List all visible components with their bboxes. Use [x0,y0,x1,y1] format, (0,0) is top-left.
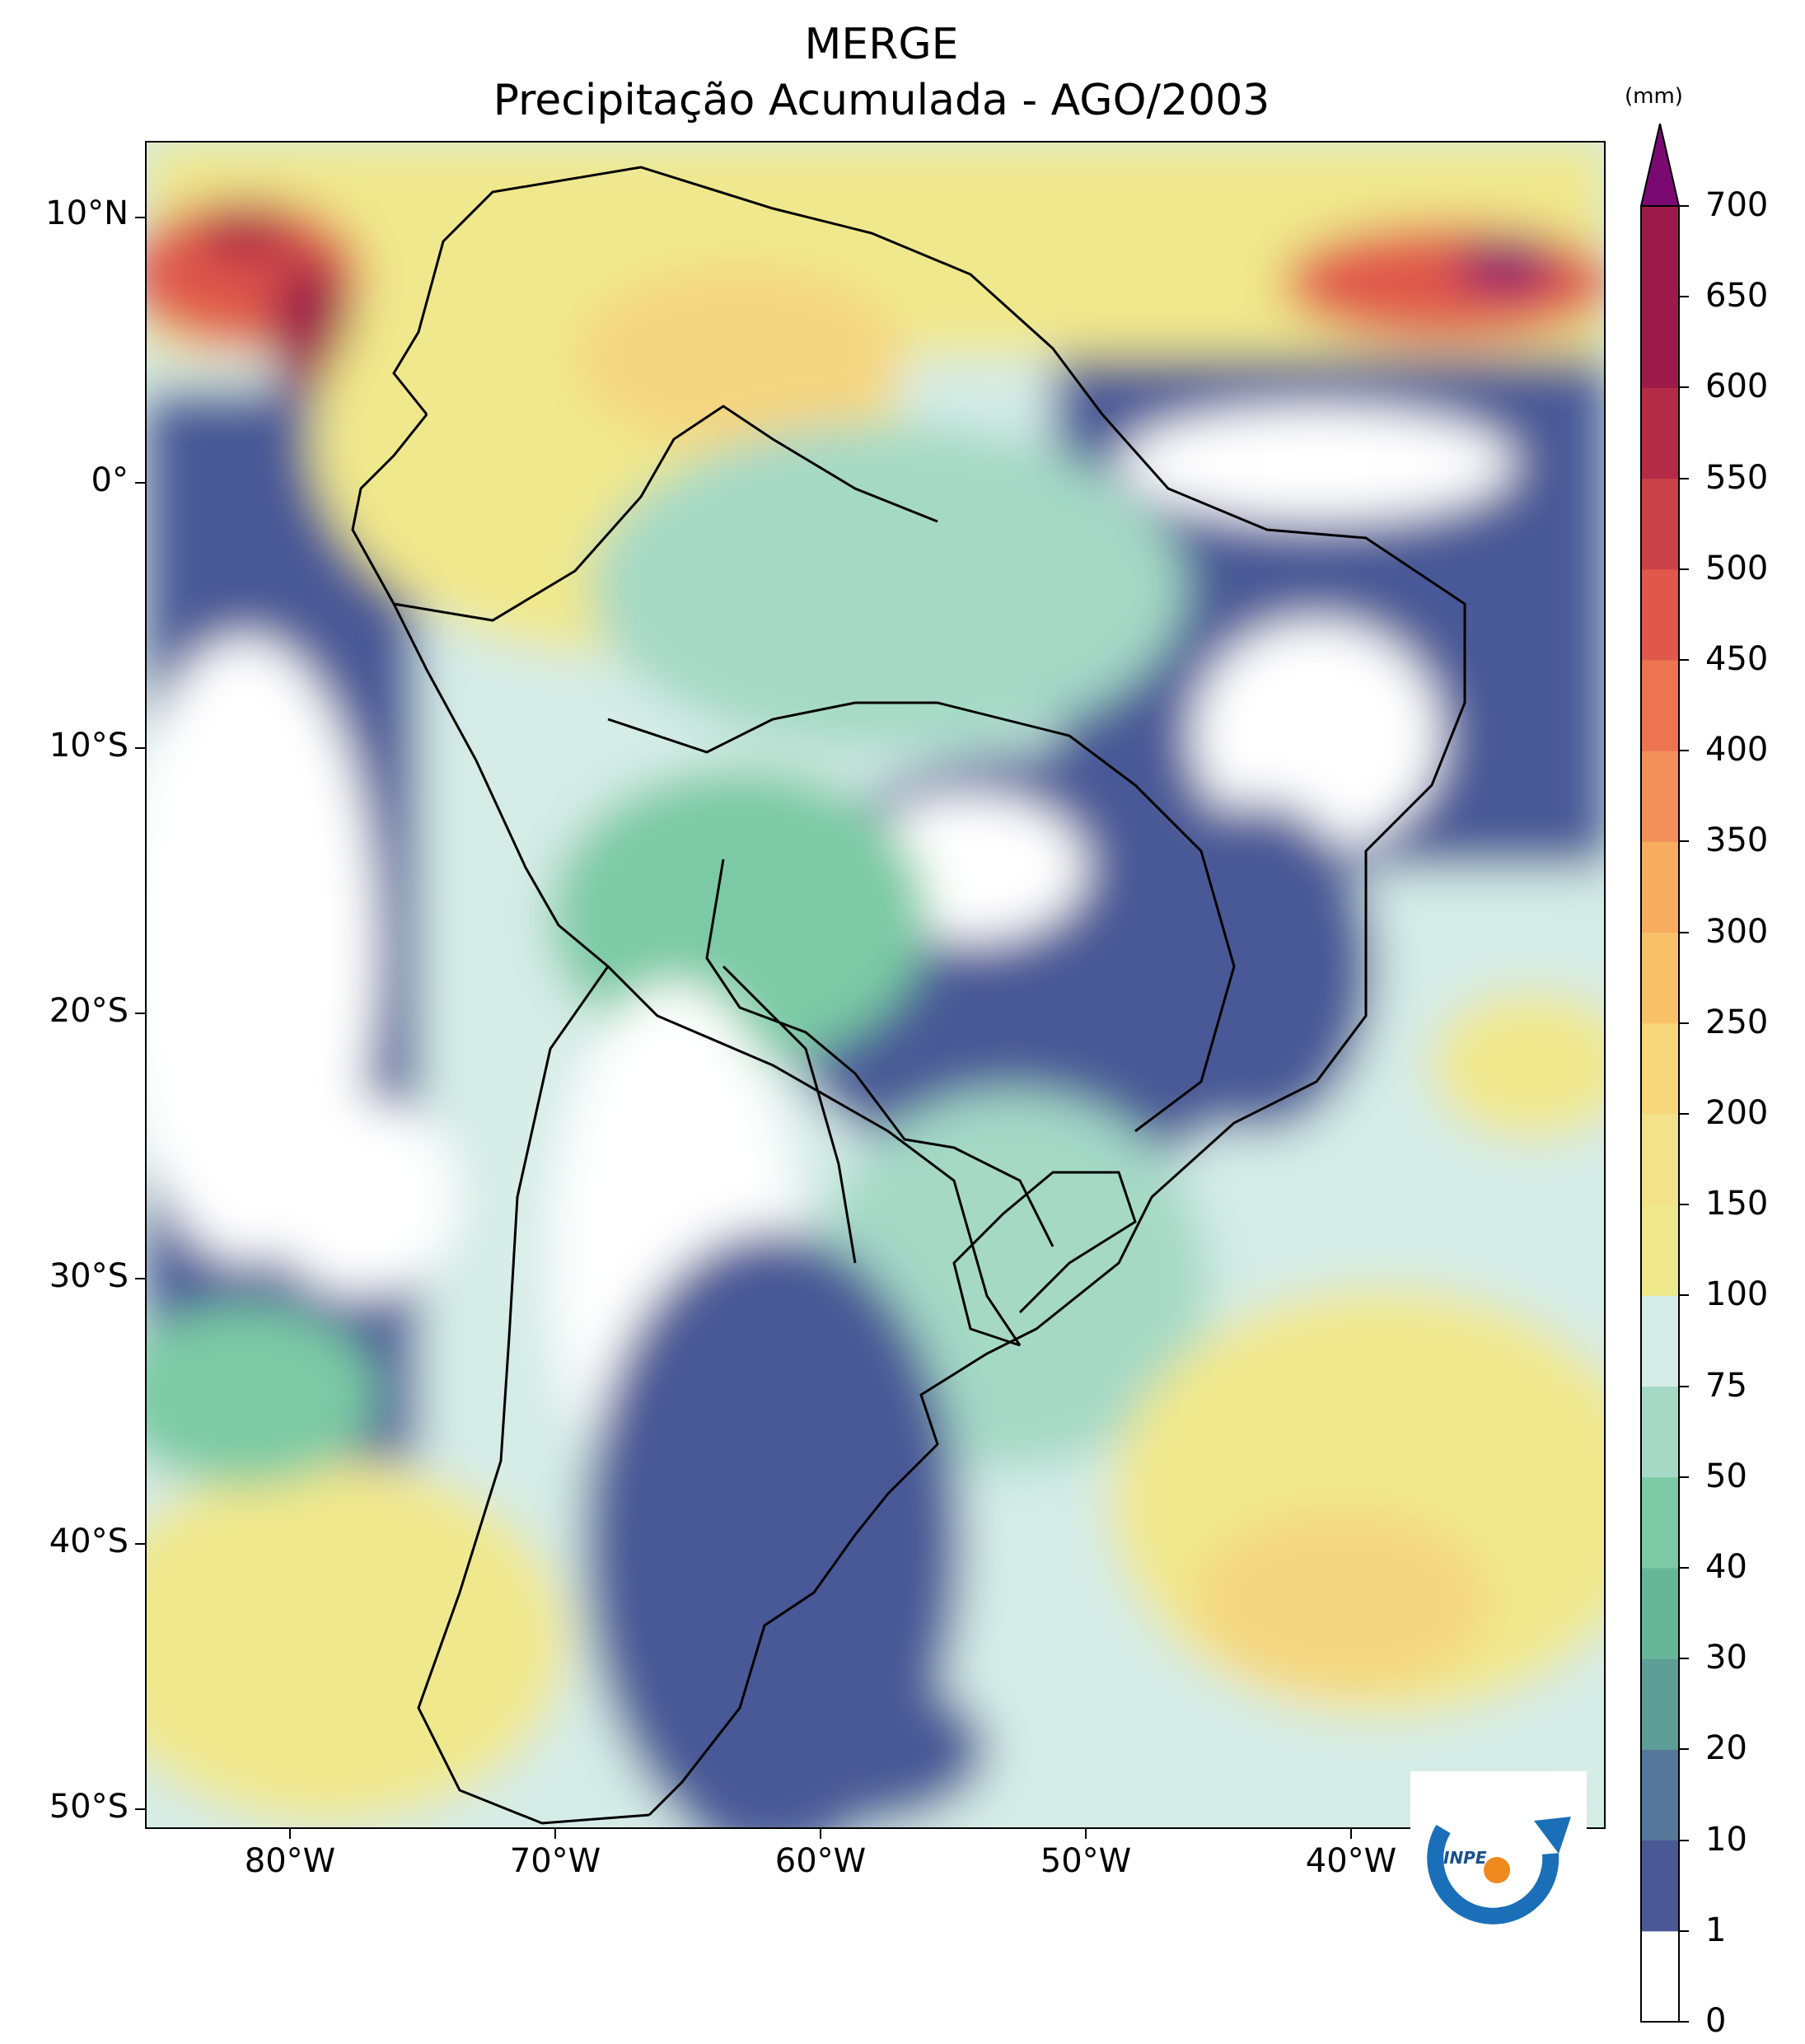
colorbar-label: 250 [1705,1003,1769,1041]
colorbar-segment [1641,1930,1679,2023]
colorbar-label: 400 [1705,731,1769,769]
lon-tick [1350,1829,1352,1839]
lat-tick [135,217,145,218]
colorbar-label: 75 [1705,1366,1747,1405]
colorbar-segment [1641,387,1679,479]
colorbar-tick [1679,568,1689,570]
colorbar-label: 20 [1705,1729,1747,1768]
colorbar-tick [1679,1567,1689,1569]
colorbar-tick [1679,1294,1689,1297]
colorbar-segment [1641,660,1679,751]
svg-text:INPE: INPE [1443,1848,1487,1868]
lat-label: 0° [91,461,129,499]
lat-label: 20°S [49,992,129,1030]
colorbar-segment [1641,1295,1679,1387]
colorbar-segment [1641,932,1679,1024]
colorbar-tick [1679,205,1689,207]
map-subtitle: Precipitação Acumulada - AGO/2003 [493,76,1270,125]
colorbar-tick [1679,1385,1689,1387]
colorbar [1639,124,1681,2023]
lat-tick [135,482,145,484]
lon-tick [289,1829,291,1839]
colorbar-label: 650 [1705,277,1769,316]
colorbar-label: 500 [1705,549,1769,587]
lat-label: 10°S [49,727,129,765]
colorbar-segment [1641,1568,1679,1659]
colorbar-label: 50 [1705,1457,1747,1495]
lon-label: 40°W [1305,1842,1397,1880]
colorbar-segment [1641,1476,1679,1569]
lat-label: 50°S [49,1788,129,1826]
map-title: MERGE [804,20,959,69]
colorbar-label: 100 [1705,1275,1769,1314]
colorbar-segment [1641,1386,1679,1478]
lon-label: 60°W [774,1842,867,1880]
colorbar-tick [1679,1204,1689,1206]
colorbar-segment [1641,1840,1679,1932]
lon-label: 80°W [244,1842,336,1880]
lat-label: 10°N [45,194,129,232]
colorbar-segment [1641,841,1679,933]
colorbar-tick [1679,659,1689,661]
colorbar-tick [1679,1929,1689,1932]
precipitation-map [145,141,1606,1829]
colorbar-tick [1679,840,1689,843]
colorbar-segment [1641,1749,1679,1841]
colorbar-tick [1679,296,1689,298]
colorbar-tick [1679,1476,1689,1478]
colorbar-unit: (mm) [1625,84,1683,109]
lat-label: 40°S [49,1522,129,1560]
colorbar-tick [1679,931,1689,933]
lat-label: 30°S [49,1257,129,1295]
colorbar-tick [1679,750,1689,752]
colorbar-tick [1679,2021,1689,2023]
colorbar-tick [1679,1658,1689,1660]
colorbar-tick [1679,386,1689,389]
lon-tick [820,1829,821,1839]
colorbar-label: 450 [1705,640,1769,678]
colorbar-tick [1679,1839,1689,1841]
colorbar-segment [1641,206,1679,297]
colorbar-label: 40 [1705,1548,1747,1586]
colorbar-label: 700 [1705,186,1769,224]
colorbar-tick [1679,1113,1689,1115]
colorbar-label: 300 [1705,912,1769,951]
lon-tick [1085,1829,1087,1839]
colorbar-segment [1641,478,1679,570]
colorbar-label: 10 [1705,1820,1747,1859]
colorbar-segment [1641,1204,1679,1296]
lon-label: 70°W [509,1842,601,1880]
lat-tick [135,1013,145,1014]
lat-tick [135,1808,145,1810]
colorbar-tick [1679,1748,1689,1751]
lat-tick [135,1543,145,1545]
colorbar-extend [1639,124,1681,207]
colorbar-label: 550 [1705,458,1769,497]
colorbar-label: 30 [1705,1639,1747,1677]
colorbar-label: 350 [1705,821,1769,860]
precipitation-field [147,143,1604,1827]
colorbar-segment [1641,297,1679,388]
colorbar-segment [1641,1114,1679,1205]
colorbar-label: 150 [1705,1185,1769,1223]
lon-tick [554,1829,556,1839]
colorbar-segment [1641,568,1679,661]
colorbar-label: 200 [1705,1094,1769,1132]
colorbar-segment [1641,1022,1679,1115]
lat-tick [135,1278,145,1279]
lat-tick [135,747,145,749]
colorbar-label: 600 [1705,367,1769,406]
colorbar-label: 1 [1705,1911,1727,1949]
colorbar-segment [1641,1658,1679,1750]
colorbar-tick [1679,477,1689,479]
colorbar-label: 0 [1705,2002,1727,2040]
lon-label: 50°W [1040,1842,1132,1880]
colorbar-tick [1679,1022,1689,1024]
country-borders [351,166,1466,1825]
inpe-logo: INPE [1410,1771,1587,1943]
colorbar-segment [1641,751,1679,842]
